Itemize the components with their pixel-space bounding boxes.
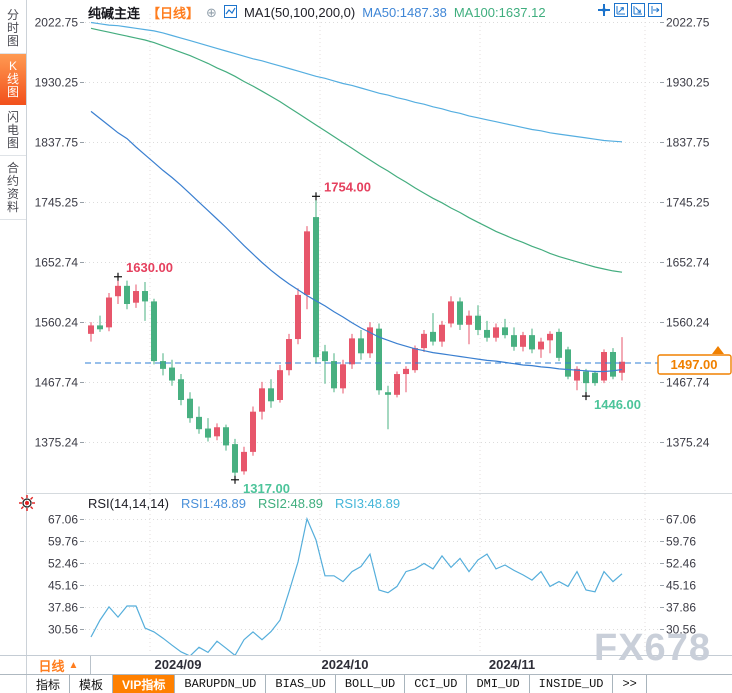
svg-text:2022.75: 2022.75 — [35, 16, 79, 30]
ma100-value-label: MA100:1637.12 — [453, 5, 546, 20]
svg-text:1375.24: 1375.24 — [35, 436, 79, 450]
annotation-1754.00: 1754.00 — [312, 179, 371, 201]
indicator-tabs-row: 指标 模板 VIP指标 BARUPDN_UD BIAS_UD BOLL_UD CCI_UD D… — [0, 674, 732, 693]
sidebar-tab-2[interactable]: 闪电图 — [0, 105, 26, 156]
tabs-row-stub — [0, 675, 27, 693]
svg-text:67.06: 67.06 — [48, 513, 78, 527]
svg-text:1317.00: 1317.00 — [243, 481, 290, 496]
scale-axis-right-icon[interactable] — [631, 3, 645, 17]
ma200-line — [90, 21, 623, 143]
period-selector-button[interactable]: 日线 ▲ — [27, 656, 91, 674]
bottom-tab-4[interactable]: BIAS_UD — [266, 675, 336, 693]
x-axis-label: 2024/10 — [321, 657, 369, 672]
svg-text:1837.75: 1837.75 — [35, 136, 79, 150]
vertical-gridlines — [149, 14, 646, 652]
svg-text:52.46: 52.46 — [48, 557, 78, 571]
bottom-tab-7[interactable]: DMI_UD — [467, 675, 530, 693]
annotation-1630.00: 1630.00 — [114, 260, 173, 281]
x-axis-label: 2024/09 — [154, 657, 202, 672]
svg-text:1497.00: 1497.00 — [671, 357, 718, 372]
annotation-1317.00: 1317.00 — [231, 475, 290, 496]
scale-axis-left-icon[interactable] — [614, 3, 628, 17]
bottom-tab-5[interactable]: BOLL_UD — [336, 675, 406, 693]
svg-text:1375.24: 1375.24 — [666, 436, 710, 450]
bottom-tab-1[interactable]: 模板 — [70, 675, 114, 693]
bottom-tab-6[interactable]: CCI_UD — [405, 675, 468, 693]
svg-text:45.16: 45.16 — [48, 579, 78, 593]
ma-params-label[interactable]: MA1(50,100,200,0) — [243, 5, 356, 20]
svg-text:30.56: 30.56 — [666, 623, 696, 637]
period-tag: 【日线】 — [147, 6, 200, 21]
ma50-value-label: MA50:1487.38 — [362, 5, 447, 20]
annotation-1446.00: 1446.00 — [582, 392, 641, 412]
chart-toolbar — [597, 3, 662, 17]
go-to-latest-icon[interactable] — [648, 3, 662, 17]
bottom-tab-3[interactable]: BARUPDN_UD — [175, 675, 267, 693]
current-price-tag: 1497.00 — [657, 346, 732, 375]
svg-text:2022.75: 2022.75 — [666, 16, 710, 30]
svg-text:1745.25: 1745.25 — [35, 196, 79, 210]
rsi2-value-label: RSI2:48.89 — [257, 496, 324, 511]
svg-text:1837.75: 1837.75 — [666, 136, 710, 150]
rsi-params-label[interactable]: RSI(14,14,14) — [88, 496, 169, 511]
svg-text:1560.24: 1560.24 — [35, 316, 79, 330]
move-chart-icon[interactable] — [597, 3, 611, 17]
svg-text:1652.74: 1652.74 — [35, 256, 79, 270]
axis-row-stub — [0, 656, 27, 674]
svg-text:1745.25: 1745.25 — [666, 196, 710, 210]
svg-text:1446.00: 1446.00 — [594, 397, 641, 412]
candlesticks — [88, 196, 625, 480]
svg-text:1754.00: 1754.00 — [324, 179, 371, 194]
svg-text:37.86: 37.86 — [666, 601, 696, 615]
svg-text:59.76: 59.76 — [666, 535, 696, 549]
svg-text:1630.00: 1630.00 — [126, 260, 173, 275]
price-grid: 2022.75 2022.75 1930.25 1930.25 1837.75 1837.… — [35, 16, 710, 450]
ma100-line — [90, 27, 623, 273]
bottom-tab-9[interactable]: >> — [613, 675, 647, 693]
svg-text:1560.24: 1560.24 — [666, 316, 710, 330]
period-selector-arrow-icon: ▲ — [68, 659, 79, 671]
svg-text:59.76: 59.76 — [48, 535, 78, 549]
rsi3-value-label: RSI3:48.89 — [335, 496, 401, 511]
rsi-line — [90, 516, 623, 655]
rsi-pane-header: RSI(14,14,14) RSI1:48.89 RSI2:48.89 RSI3… — [88, 496, 400, 511]
chart-canvas[interactable]: 2022.75 2022.75 1930.25 1930.25 1837.75 1837.… — [0, 0, 732, 655]
svg-text:37.86: 37.86 — [48, 601, 78, 615]
period-selector-label: 日线 — [38, 658, 65, 674]
svg-text:1930.25: 1930.25 — [666, 76, 710, 90]
indicator-alert-icon[interactable] — [18, 494, 36, 512]
bottom-tab-2[interactable]: VIP指标 — [113, 675, 176, 693]
svg-text:52.46: 52.46 — [666, 557, 696, 571]
svg-text:1652.74: 1652.74 — [666, 256, 710, 270]
svg-text:1467.74: 1467.74 — [35, 376, 79, 390]
ma-indicator-icon[interactable] — [223, 4, 237, 21]
svg-text:45.16: 45.16 — [666, 579, 696, 593]
svg-text:1930.25: 1930.25 — [35, 76, 79, 90]
add-indicator-icon[interactable]: ⊕ — [206, 4, 217, 20]
bottom-tab-0[interactable]: 指标 — [27, 675, 71, 693]
chart-header: 纯碱主连 【日线】 ⊕ MA1(50,100,200,0) MA50:1487.… — [88, 3, 546, 22]
sidebar-tab-0[interactable]: 分时图 — [0, 3, 26, 54]
rsi1-value-label: RSI1:48.89 — [180, 496, 246, 511]
svg-text:30.56: 30.56 — [48, 623, 78, 637]
sidebar-tab-3[interactable]: 合约资料 — [0, 156, 26, 220]
ma50-line — [90, 110, 623, 373]
svg-text:67.06: 67.06 — [666, 513, 696, 527]
rsi-grid: 67.06 67.06 59.76 59.76 52.46 52.46 45.16 45.16… — [48, 513, 696, 637]
bottom-tab-8[interactable]: INSIDE_UD — [530, 675, 614, 693]
x-axis-label: 2024/11 — [488, 657, 536, 672]
symbol-title: 纯碱主连 — [88, 6, 141, 21]
svg-text:1467.74: 1467.74 — [666, 376, 710, 390]
x-axis-row: 日线 ▲ 2024/09 2024/10 2024/11 — [0, 655, 732, 674]
